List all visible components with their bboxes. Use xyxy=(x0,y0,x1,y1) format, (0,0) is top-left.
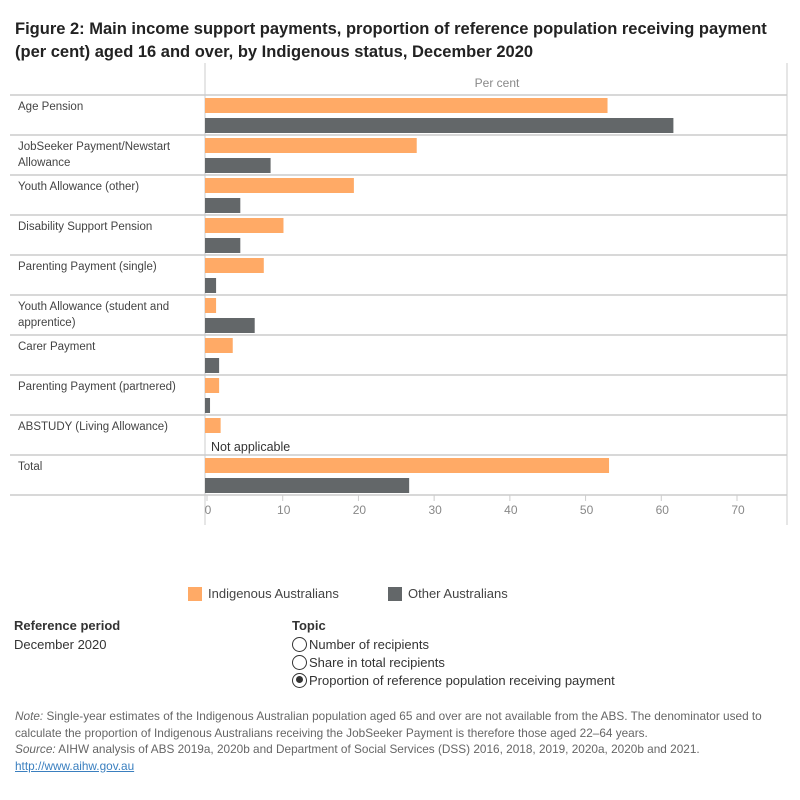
option-label: Number of recipients xyxy=(309,636,429,652)
bar-other xyxy=(205,238,241,253)
topic-option-number[interactable]: Number of recipients xyxy=(292,635,615,653)
bar-chart: Per cent Age Pension JobSeeker Payment/New… xyxy=(10,63,788,525)
topic-option-share[interactable]: Share in total recipients xyxy=(292,653,615,671)
option-label: Share in total recipients xyxy=(309,654,445,670)
category-label: JobSeeker Payment/Newstart Allowance xyxy=(18,141,171,169)
topic-option-proportion[interactable]: Proportion of reference population recei… xyxy=(292,671,615,689)
legend-swatch xyxy=(388,586,402,601)
chart-title: Figure 2: Main income support payments, … xyxy=(15,20,767,61)
category-label: Parenting Payment (partnered) xyxy=(18,381,176,393)
x-tick-label: 0 xyxy=(205,503,212,517)
legend-item-indigenous[interactable]: Indigenous Australians xyxy=(188,586,339,601)
x-tick-label: 60 xyxy=(656,503,670,517)
reference-period: Reference period December 2020 xyxy=(14,618,120,652)
bar-other xyxy=(205,318,255,333)
category-label: ABSTUDY (Living Allowance) xyxy=(18,421,168,433)
legend-swatch xyxy=(188,586,202,601)
reference-period-label: Reference period xyxy=(14,618,121,633)
bar-indigenous xyxy=(205,418,221,433)
bar-other xyxy=(205,158,271,173)
x-tick-label: 50 xyxy=(580,503,594,517)
topic-filter: Topic Number of recipients Share in tota… xyxy=(292,618,615,689)
category-label: Parenting Payment (single) xyxy=(18,261,157,273)
option-label: Proportion of reference population recei… xyxy=(309,672,615,688)
source-label: Source: xyxy=(15,742,56,756)
note-text: Single-year estimates of the Indigenous … xyxy=(15,709,762,740)
category-label: Disability Support Pension xyxy=(18,221,152,233)
bar-indigenous xyxy=(205,378,220,393)
legend-label: Indigenous Australians xyxy=(208,586,339,601)
bar-other xyxy=(205,478,410,493)
category-label: Youth Allowance (other) xyxy=(18,181,139,193)
bar-indigenous xyxy=(205,98,608,113)
bar-indigenous xyxy=(205,298,217,313)
source-text: AIHW analysis of ABS 2019a, 2020b and De… xyxy=(55,742,700,756)
radio-selected-icon[interactable] xyxy=(292,672,307,688)
radio-icon[interactable] xyxy=(292,654,307,670)
category-label: Youth Allowance (student and apprentice) xyxy=(18,301,169,329)
x-tick-label: 20 xyxy=(353,503,367,517)
bar-indigenous xyxy=(205,178,354,193)
x-axis-title: Per cent xyxy=(475,76,520,90)
bar-other xyxy=(205,398,211,413)
bar-indigenous xyxy=(205,338,233,353)
radio-icon[interactable] xyxy=(292,636,307,652)
topic-label: Topic xyxy=(292,618,326,633)
bar-other xyxy=(205,358,220,373)
x-tick-label: 40 xyxy=(504,503,518,517)
x-tick-label: 10 xyxy=(277,503,291,517)
bar-other xyxy=(205,278,217,293)
legend-label: Other Australians xyxy=(408,586,508,601)
x-tick-label: 30 xyxy=(428,503,442,517)
aihw-link[interactable]: http://www.aihw.gov.au xyxy=(15,758,135,773)
bar-other xyxy=(205,198,241,213)
notes: Note: Single-year estimates of the Indig… xyxy=(15,708,795,774)
reference-period-value: December 2020 xyxy=(14,637,107,652)
bar-indigenous xyxy=(205,258,264,273)
note-label: Note: xyxy=(15,709,44,723)
bar-indigenous xyxy=(205,458,610,473)
bar-indigenous xyxy=(205,218,284,233)
bar-indigenous xyxy=(205,138,417,153)
x-tick-label: 70 xyxy=(731,503,745,517)
legend-item-other[interactable]: Other Australians xyxy=(388,586,508,601)
category-label: Age Pension xyxy=(18,101,83,113)
bar-other xyxy=(205,118,674,133)
category-label: Total xyxy=(18,461,42,473)
not-applicable-label: Not applicable xyxy=(211,440,290,454)
category-label: Carer Payment xyxy=(18,341,96,353)
